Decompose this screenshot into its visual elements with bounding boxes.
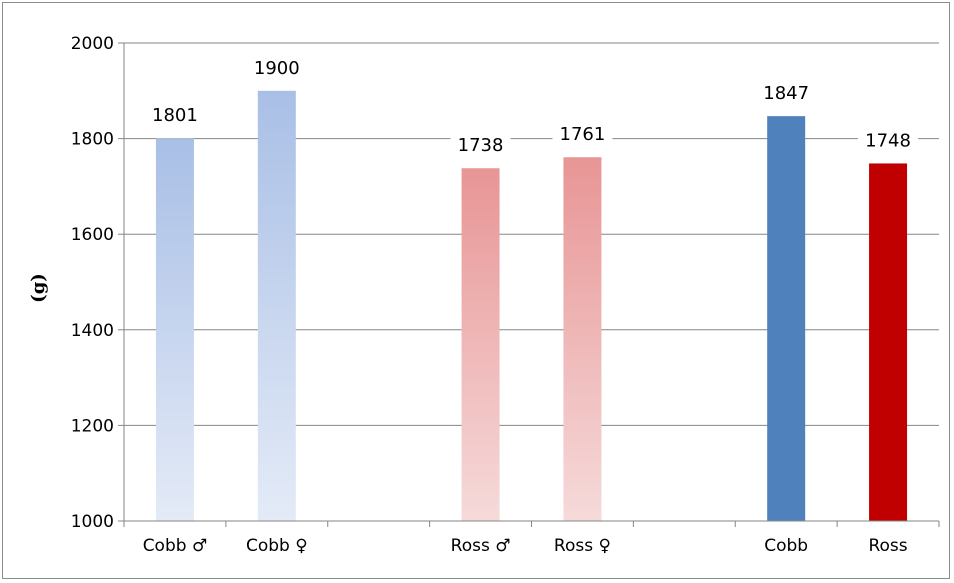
x-category-label: Ross ♀: [554, 536, 611, 556]
data-label: 1801: [152, 105, 198, 126]
x-category-label: Cobb ♂: [143, 536, 208, 556]
bar: [155, 138, 194, 521]
bar: [563, 157, 602, 521]
bar: [767, 116, 806, 521]
y-tick-label: 2000: [71, 34, 114, 54]
bar: [869, 163, 908, 521]
gridlines: [124, 42, 939, 522]
bars: [155, 90, 908, 522]
x-category-label: Cobb ♀: [246, 536, 308, 556]
data-label-background: [756, 80, 817, 105]
data-label: 1761: [560, 124, 606, 145]
y-axis-ticks: 1000 1200 1400 1600 1800 2000: [71, 34, 124, 532]
data-label-background: [858, 127, 919, 152]
y-axis-title: (g): [28, 273, 49, 303]
bar: [461, 168, 500, 521]
bar: [257, 90, 296, 522]
y-tick-label: 1400: [71, 321, 114, 341]
y-tick-label: 1800: [71, 130, 114, 150]
data-label: 1847: [763, 83, 809, 104]
data-label: 1748: [865, 130, 911, 151]
data-label: 1738: [458, 135, 504, 156]
data-label: 1900: [254, 58, 300, 79]
y-tick-label: 1000: [71, 512, 114, 532]
x-axis: Cobb ♂ Cobb ♀ Ross ♂ Ross ♀ Cobb Ross: [123, 43, 940, 556]
data-label-background: [450, 132, 511, 157]
y-tick-label: 1600: [71, 225, 114, 245]
x-category-label: Cobb: [764, 536, 808, 556]
bar-chart: 1000 1200 1400 1600 1800 2000 1801 1900 1738 176…: [28, 34, 940, 556]
x-category-label: Ross ♂: [451, 536, 511, 556]
data-label-background: [144, 102, 205, 127]
x-category-label: Ross: [868, 536, 907, 556]
data-label-background: [552, 121, 613, 146]
y-tick-label: 1200: [71, 416, 114, 436]
data-labels: 1801 1900 1738 1761 1847 1748: [144, 54, 919, 157]
data-label-background: [246, 54, 307, 79]
